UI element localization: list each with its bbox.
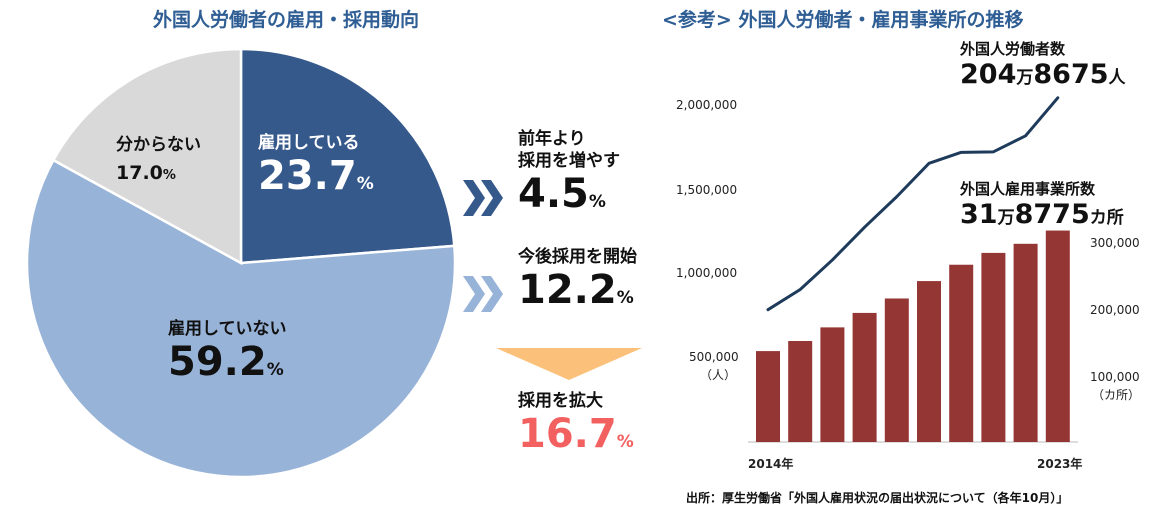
total-label: 採用を拡大 [518, 391, 603, 411]
breakdown-start: 今後採用を開始 12.2% [518, 246, 637, 320]
pie-slice-unknown [51, 47, 243, 266]
y-left-tick-2000000: 2,000,000 [676, 98, 738, 112]
increase-value: 4.5 [518, 171, 589, 217]
bar-2019 [917, 281, 941, 442]
slice-value-employing: 23.7 [258, 153, 357, 199]
slice-value-not-employing: 59.2 [168, 339, 267, 385]
down-arrow-icon [496, 348, 642, 380]
pie-label-not-employing: 雇用していない 59.2% [168, 318, 287, 392]
sites-label: 外国人雇用事業所数 [960, 180, 1096, 198]
total-unit: % [616, 432, 634, 452]
y-left-tick-1000000: 1,000,000 [676, 266, 738, 280]
pie-label-employing: 雇用している 23.7% [258, 132, 374, 206]
sites-unit2: カ所 [1089, 208, 1124, 228]
workers-label: 外国人労働者数 [960, 40, 1066, 58]
double-chevron-icon-light [463, 276, 503, 312]
left-title: 外国人労働者の雇用・採用動向 [153, 9, 420, 31]
bar-2022 [1013, 243, 1038, 442]
increase-label-line1: 前年より [518, 129, 586, 149]
workers-series-line [766, 96, 1060, 312]
bar-2016 [820, 327, 845, 442]
slice-label-employing: 雇用している [258, 133, 360, 153]
right-title: <参考> 外国人労働者・雇用事業所の推移 [662, 9, 1024, 31]
bar-2021 [981, 252, 1006, 442]
pie-chart [25, 47, 457, 479]
sites-annotation: 外国人雇用事業所数 31万8775カ所 [960, 178, 1124, 233]
workers-unit1: 万 [1016, 68, 1034, 88]
bar-2014 [756, 351, 780, 442]
y-left-unit: （人） [700, 368, 737, 382]
bar-2020 [949, 264, 974, 442]
workers-annotation: 外国人労働者数 204万8675人 [960, 38, 1126, 93]
total-value: 16.7 [518, 411, 617, 457]
sites-num2: 8775 [1014, 199, 1090, 230]
bar-2015 [788, 341, 813, 442]
y-right-tick-100000: 100,000 [1090, 370, 1140, 384]
start-unit: % [616, 288, 634, 308]
bar-2023 [1045, 230, 1070, 442]
slice-label-not-employing: 雇用していない [168, 319, 287, 339]
workers-unit2: 人 [1108, 68, 1126, 88]
pie-label-unknown: 分からない 17.0% [116, 134, 201, 187]
double-chevron-icon-dark [463, 180, 503, 216]
y-left-tick-500000: 500,000 [689, 350, 739, 364]
workers-num1: 204 [960, 59, 1017, 90]
breakdown-increase: 前年より 採用を増やす 4.5% [518, 128, 620, 224]
increase-label-line2: 採用を増やす [518, 151, 620, 171]
sites-unit1: 万 [997, 208, 1015, 228]
breakdown-total: 採用を拡大 16.7% [518, 390, 634, 464]
x-tick-start: 2014年 [748, 457, 794, 471]
start-label: 今後採用を開始 [518, 247, 637, 267]
y-right-tick-300000: 300,000 [1090, 236, 1140, 250]
bar-2017 [852, 312, 877, 442]
source-note: 出所：厚生労働省「外国人雇用状況の届出状況について（各年10月）」 [686, 491, 1069, 505]
increase-unit: % [588, 192, 606, 212]
slice-value-unknown: 17.0 [116, 162, 163, 184]
pie-slice-not-employing [25, 158, 457, 479]
workers-num2: 8675 [1033, 59, 1109, 90]
slice-unit-not-employing: % [266, 360, 284, 380]
sites-num1: 31 [960, 199, 998, 230]
y-right-unit: （カ所） [1092, 388, 1141, 402]
y-right-tick-200000: 200,000 [1090, 303, 1140, 317]
y-left-tick-1500000: 1,500,000 [676, 183, 738, 197]
pie-slice-employing [239, 47, 456, 265]
slice-label-unknown: 分からない [116, 135, 201, 155]
x-tick-end: 2023年 [1037, 457, 1083, 471]
start-value: 12.2 [518, 267, 617, 313]
bar-2018 [884, 298, 909, 442]
slice-unit-employing: % [356, 174, 374, 194]
slice-unit-unknown: % [162, 168, 176, 183]
